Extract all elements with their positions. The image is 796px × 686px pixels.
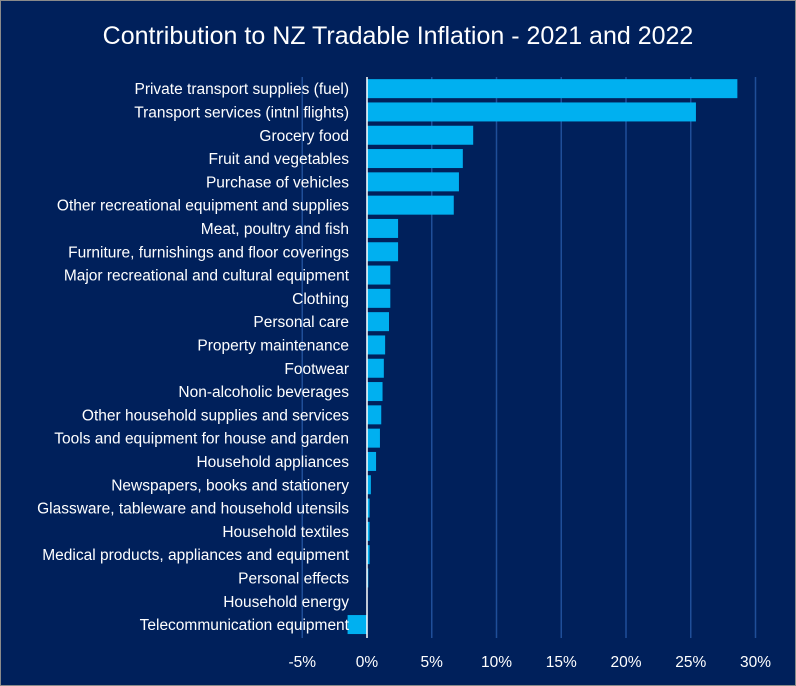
bar	[367, 475, 371, 495]
bar	[367, 498, 370, 518]
category-label: Clothing	[292, 291, 349, 308]
bar	[367, 265, 391, 285]
category-label: Purchase of vehicles	[206, 174, 349, 191]
chart-title: Contribution to NZ Tradable Inflation - …	[103, 22, 694, 50]
category-label: Newspapers, books and stationery	[111, 477, 349, 494]
category-label: Meat, poultry and fish	[201, 221, 349, 238]
category-labels: Private transport supplies (fuel) Transpo…	[37, 81, 350, 634]
bar	[367, 382, 383, 402]
category-label: Fruit and vegetables	[209, 151, 350, 168]
bar	[367, 451, 377, 471]
bar	[367, 405, 382, 425]
tick-label: 5%	[421, 654, 444, 671]
bar	[367, 428, 380, 448]
tick-label: 15%	[546, 654, 577, 671]
bar	[367, 242, 399, 262]
category-label: Glassware, tableware and household utens…	[37, 501, 349, 518]
bar	[367, 125, 474, 145]
bars	[347, 79, 738, 635]
bar	[367, 521, 370, 541]
bar	[347, 615, 367, 635]
bar	[367, 312, 390, 332]
tick-label: 30%	[740, 654, 771, 671]
category-label: Telecommunication equipment	[140, 617, 350, 634]
tick-label: 10%	[481, 654, 512, 671]
tick-label: -5%	[288, 654, 316, 671]
category-label: Other recreational equipment and supplie…	[57, 198, 349, 215]
bar	[367, 79, 738, 99]
x-tick-labels: -5% 0% 5% 10% 15% 20% 25% 30%	[288, 654, 771, 671]
bar	[367, 335, 386, 355]
category-label: Personal care	[253, 314, 349, 331]
category-label: Household appliances	[196, 454, 349, 471]
bar	[367, 288, 391, 308]
bar	[367, 545, 370, 565]
category-label: Transport services (intnl flights)	[134, 104, 349, 121]
gridlines	[301, 77, 757, 638]
tick-label: 25%	[675, 654, 706, 671]
bar	[367, 195, 454, 215]
bar	[367, 102, 696, 122]
category-label: Property maintenance	[197, 337, 349, 354]
category-label: Medical products, appliances and equipme…	[42, 547, 349, 564]
category-label: Non-alcoholic beverages	[178, 384, 349, 401]
category-label: Personal effects	[238, 570, 349, 587]
category-label: Major recreational and cultural equipmen…	[64, 268, 350, 285]
tick-label: 20%	[610, 654, 641, 671]
category-label: Household energy	[223, 594, 349, 611]
bar	[367, 172, 459, 192]
category-label: Footwear	[284, 361, 349, 378]
bar	[367, 218, 399, 238]
bar	[367, 149, 463, 169]
category-label: Furniture, furnishings and floor coverin…	[68, 244, 349, 261]
category-label: Grocery food	[259, 128, 349, 145]
category-label: Other household supplies and services	[82, 407, 349, 424]
category-label: Household textiles	[222, 524, 349, 541]
category-label: Tools and equipment for house and garden	[54, 431, 349, 448]
tick-label: 0%	[356, 654, 379, 671]
bar	[367, 358, 384, 378]
category-label: Private transport supplies (fuel)	[134, 81, 349, 98]
